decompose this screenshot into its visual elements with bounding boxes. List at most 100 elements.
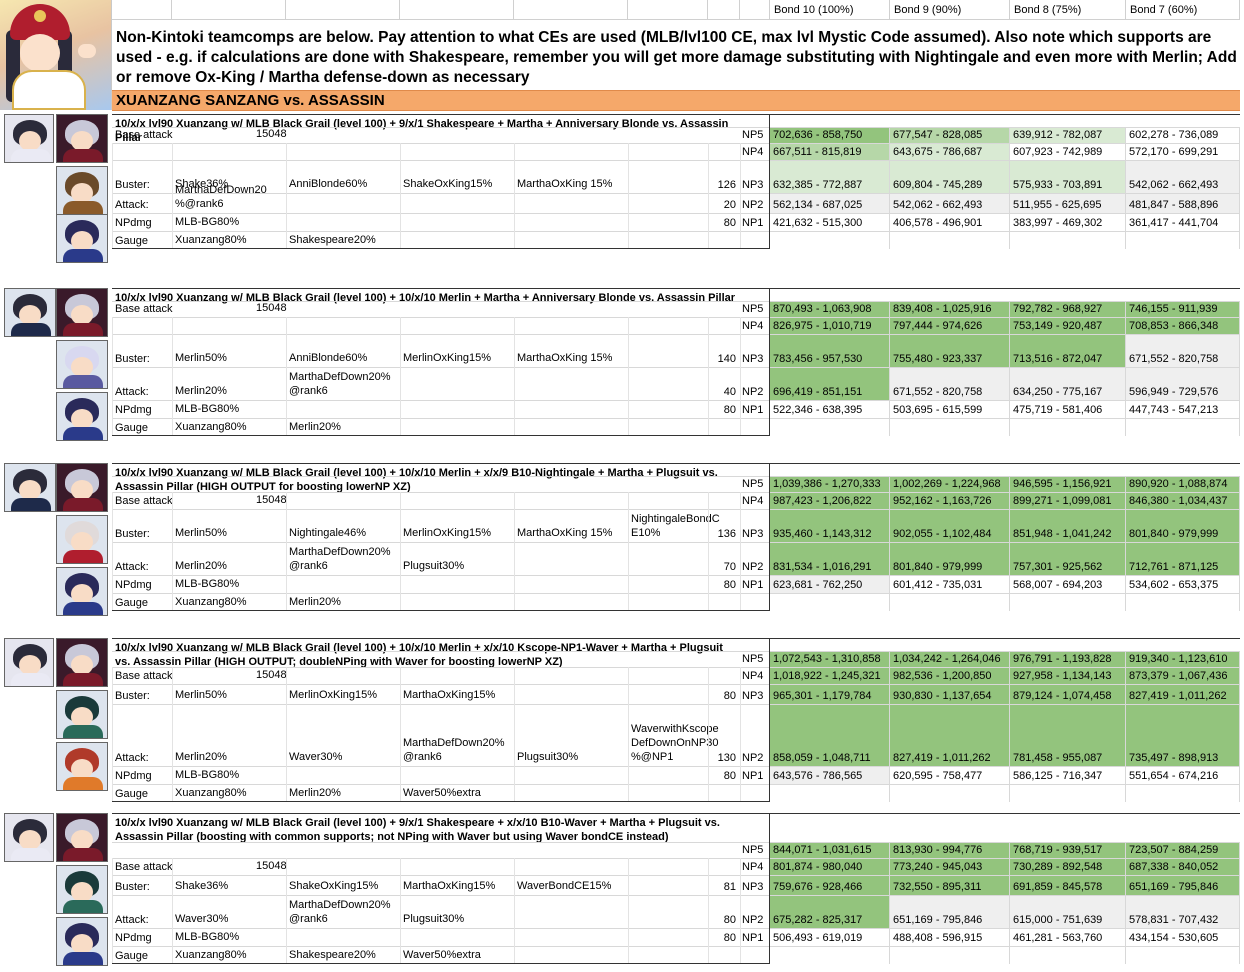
servant-portrait-icon <box>56 340 108 389</box>
damage-range: 757,301 - 925,562 <box>1013 561 1103 573</box>
damage-range-cell: 421,632 - 515,300 <box>770 214 890 231</box>
grid-line <box>740 143 741 248</box>
servant-portrait-icon <box>56 114 108 163</box>
np-level: NP1 <box>742 217 764 229</box>
damage-range-cell: 522,346 - 638,395 <box>770 401 890 418</box>
damage-range-cell: 575,933 - 703,891 <box>1010 161 1126 193</box>
np-level: NP1 <box>742 770 764 782</box>
damage-range: 671,552 - 820,758 <box>1129 353 1219 365</box>
buff-cell: MerlinOxKing15% <box>289 689 378 701</box>
damage-range: 434,154 - 530,605 <box>1129 932 1219 944</box>
buff-cell: MarthaOxKing15% <box>403 689 496 701</box>
damage-range-cell: 609,804 - 745,289 <box>890 161 1010 193</box>
damage-range-cell: 781,458 - 955,087 <box>1010 705 1126 766</box>
calc-row: 702,636 - 858,750 677,547 - 828,085 639,91… <box>112 127 1240 143</box>
grid-line <box>740 858 741 963</box>
damage-range-cell: 890,920 - 1,088,874 <box>1126 477 1240 492</box>
damage-range-cell: 879,124 - 1,074,458 <box>1010 685 1126 704</box>
calc-row: 675,282 - 825,317 651,169 - 795,846 615,00… <box>112 895 1240 928</box>
damage-range: 620,595 - 758,477 <box>893 770 983 782</box>
damage-range-cell: 1,002,269 - 1,224,968 <box>890 477 1010 492</box>
grid-line <box>286 143 287 248</box>
damage-range: 753,149 - 920,487 <box>1013 320 1103 332</box>
damage-range: 687,338 - 840,052 <box>1129 861 1219 873</box>
calc-row: 870,493 - 1,063,908 839,408 - 1,025,916 79… <box>112 301 1240 317</box>
damage-range: 609,804 - 745,289 <box>893 179 983 191</box>
damage-range-cell: 797,444 - 974,626 <box>890 318 1010 334</box>
calc-row: 858,059 - 1,048,711 827,419 - 1,011,262 78… <box>112 704 1240 766</box>
calc-row: 623,681 - 762,250 601,412 - 735,031 568,00… <box>112 575 1240 593</box>
damage-range: 831,534 - 1,016,291 <box>773 561 872 573</box>
damage-range-cell: 671,552 - 820,758 <box>890 368 1010 400</box>
buff-cell: 15048 <box>256 860 287 872</box>
damage-range: 632,385 - 772,887 <box>773 179 863 191</box>
buff-cell: Merlin50% <box>175 527 227 539</box>
buff-cell: 15048 <box>256 128 287 140</box>
buff-total: 70 <box>723 561 736 573</box>
calc-row: 522,346 - 638,395 503,695 - 615,599 475,71… <box>112 400 1240 418</box>
damage-range: 813,930 - 994,776 <box>893 844 983 856</box>
damage-range-cell <box>890 785 1010 802</box>
np-level: NP3 <box>742 179 764 191</box>
calc-row: 632,385 - 772,887 609,804 - 745,289 575,93… <box>112 160 1240 193</box>
damage-range-cell <box>1010 232 1126 249</box>
np-level: NP1 <box>742 579 764 591</box>
buff-cell: 15048 <box>256 494 287 506</box>
buff-total: 20 <box>723 199 736 211</box>
damage-range: 651,169 - 795,846 <box>893 914 983 926</box>
damage-range-cell: 712,761 - 871,125 <box>1126 543 1240 575</box>
damage-range: 696,419 - 851,151 <box>773 386 863 398</box>
damage-range: 643,576 - 786,565 <box>773 770 863 782</box>
calc-row: Gauge Xuanzang80% Merlin20% <box>112 418 1240 436</box>
row-label: Attack: <box>115 914 149 926</box>
damage-range-cell <box>770 419 890 436</box>
damage-range-cell: 623,681 - 762,250 <box>770 576 890 593</box>
damage-range-cell: 735,497 - 898,913 <box>1126 705 1240 766</box>
damage-range-cell: 447,743 - 547,213 <box>1126 401 1240 418</box>
master-portrait-icon <box>4 638 54 687</box>
damage-range-cell: 1,039,386 - 1,270,333 <box>770 477 890 492</box>
damage-range: 1,034,242 - 1,264,046 <box>893 653 1001 665</box>
damage-range-cell: 873,379 - 1,067,436 <box>1126 668 1240 684</box>
damage-range-cell: 831,534 - 1,016,291 <box>770 543 890 575</box>
buff-cell: MarthaOxKing15% <box>403 880 496 892</box>
buff-cell: MLB-BG80% <box>175 578 240 590</box>
damage-range-cell: 643,576 - 786,565 <box>770 767 890 784</box>
damage-range-cell: 511,955 - 625,695 <box>1010 194 1126 213</box>
damage-range-cell: 982,536 - 1,200,850 <box>890 668 1010 684</box>
damage-range-cell: 755,480 - 923,337 <box>890 335 1010 367</box>
damage-range: 801,840 - 979,999 <box>893 561 983 573</box>
damage-range: 987,423 - 1,206,822 <box>773 495 872 507</box>
grid-line <box>708 492 709 610</box>
calc-row: 1,072,543 - 1,310,858 1,034,242 - 1,264,0… <box>112 651 1240 667</box>
damage-range: 839,408 - 1,025,916 <box>893 303 992 315</box>
grid-line <box>112 492 113 610</box>
buff-total: 80 <box>723 217 736 229</box>
damage-range-cell: 1,072,543 - 1,310,858 <box>770 652 890 667</box>
buff-cell: Merlin20% <box>175 385 227 397</box>
damage-range: 783,456 - 957,530 <box>773 353 863 365</box>
damage-range: 1,002,269 - 1,224,968 <box>893 478 1001 490</box>
grid-line <box>740 317 741 435</box>
grid-line <box>286 858 287 963</box>
grid-divider <box>769 814 770 963</box>
damage-range: 607,923 - 742,989 <box>1013 146 1103 158</box>
buff-total: 136 <box>717 528 736 540</box>
damage-range: 773,240 - 945,043 <box>893 861 983 873</box>
damage-range: 562,134 - 687,025 <box>773 199 863 211</box>
damage-range-cell <box>1126 785 1240 802</box>
damage-range-cell: 730,289 - 892,548 <box>1010 859 1126 875</box>
damage-range-cell: 946,595 - 1,156,921 <box>1010 477 1126 492</box>
buff-cell: AnniBlonde60% <box>289 352 368 364</box>
row-label: Buster: <box>115 179 150 191</box>
row-label: Buster: <box>115 353 150 365</box>
calc-row: Gauge Xuanzang80% Merlin20% Waver50%extra <box>112 784 1240 802</box>
grid-line <box>112 143 113 248</box>
damage-range: 879,124 - 1,074,458 <box>1013 690 1112 702</box>
damage-range: 506,493 - 619,019 <box>773 932 863 944</box>
damage-range: 735,497 - 898,913 <box>1129 752 1219 764</box>
damage-range: 447,743 - 547,213 <box>1129 404 1219 416</box>
calc-grid: 10/x/x lvl90 Xuanzang w/ MLB Black Grail… <box>112 463 1240 611</box>
damage-range: 1,018,922 - 1,245,321 <box>773 670 881 682</box>
damage-range-cell: 551,654 - 674,216 <box>1126 767 1240 784</box>
